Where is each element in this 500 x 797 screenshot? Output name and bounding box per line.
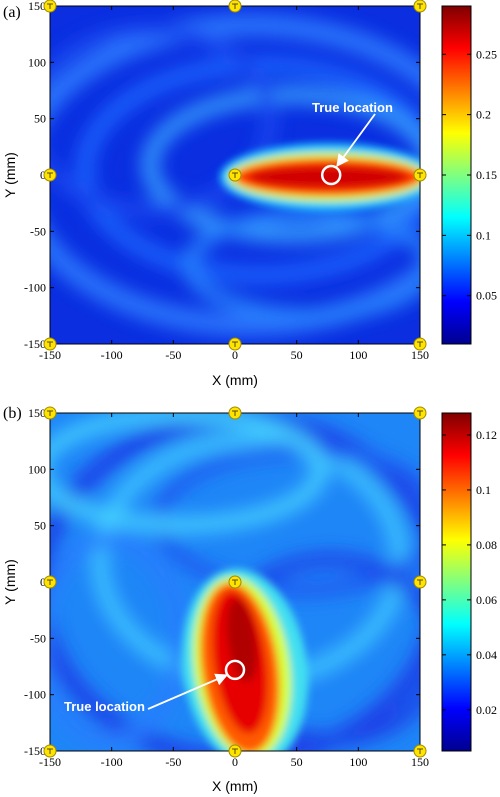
y-tick-label-a: 50 <box>34 112 46 126</box>
x-tick-label-b: 0 <box>232 755 238 769</box>
annotation-text-a: True location <box>312 100 393 115</box>
sensor-marker <box>413 0 427 13</box>
x-tick-label-a: 0 <box>232 348 238 362</box>
colorbar-a <box>441 5 472 345</box>
colorbar-tick-label-b: 0.04 <box>476 648 497 662</box>
sensor-marker <box>228 168 242 182</box>
sensors-b <box>43 406 427 758</box>
colorbar-tick-label-a: 0.25 <box>476 47 497 61</box>
sensor-marker <box>228 0 242 13</box>
x-tick-label-a: -150 <box>39 348 61 362</box>
x-tick-label-b: -50 <box>165 755 181 769</box>
sensor-marker <box>228 337 242 351</box>
y-axis-label-b: Y (mm) <box>2 559 18 605</box>
y-tick-label-b: 0 <box>40 575 46 589</box>
x-axis-label-a: X (mm) <box>212 372 258 388</box>
colorbar-ticks-b: 0.02 0.04 0.06 0.08 0.1 0.12 <box>442 428 497 717</box>
sensor-marker <box>413 575 427 589</box>
colorbar-tick-label-b: 0.12 <box>476 428 497 442</box>
x-tick-label-a: 150 <box>411 348 429 362</box>
panel-a: -150 -100 -50 0 50 100 150 -150 -100 -50 0 50 100 150… <box>2 0 497 388</box>
colorbar-tick-label-b: 0.08 <box>476 538 497 552</box>
colorbar-b <box>441 412 472 752</box>
y-tick-label-a: -150 <box>24 337 46 351</box>
sensor-marker <box>228 575 242 589</box>
panel-label-b: (b) <box>3 405 22 422</box>
y-axis-label-a: Y (mm) <box>2 152 18 198</box>
colorbar-tick-label-b: 0.1 <box>476 483 491 497</box>
y-tick-label-b: -100 <box>24 688 46 702</box>
annotation-arrow-b <box>147 673 229 710</box>
annotation-arrow-a <box>336 113 376 168</box>
y-tick-label-a: -100 <box>24 281 46 295</box>
y-tick-label-a: 150 <box>28 0 46 13</box>
y-tick-label-a: -50 <box>30 224 46 238</box>
y-tick-label-b: -150 <box>24 744 46 758</box>
ticks-a: -150 -100 -50 0 50 100 150 -150 -100 -50 0 50 100 150 <box>24 0 429 362</box>
heatmap-a <box>50 6 420 344</box>
sensor-marker <box>228 406 242 420</box>
x-tick-label-b: -100 <box>101 755 123 769</box>
x-tick-label-a: 50 <box>291 348 303 362</box>
sensor-marker <box>43 744 57 758</box>
sensor-marker <box>43 337 57 351</box>
sensor-marker <box>43 0 57 13</box>
y-tick-label-b: -50 <box>30 631 46 645</box>
colorbar-tick-label-a: 0.15 <box>476 168 497 182</box>
x-tick-label-a: 100 <box>349 348 367 362</box>
sensor-marker <box>43 406 57 420</box>
colorbar-tick-label-b: 0.06 <box>476 593 497 607</box>
true-location-marker-b <box>224 659 246 681</box>
y-tick-label-a: 100 <box>28 55 46 69</box>
sensor-marker <box>413 744 427 758</box>
sensor-marker <box>413 168 427 182</box>
colorbar-tick-label-a: 0.2 <box>476 108 491 122</box>
x-tick-label-b: 150 <box>411 755 429 769</box>
sensor-marker <box>413 406 427 420</box>
ticks-b: -150 -100 -50 0 50 100 150 -150 -100 -50 0 50 100 150 <box>24 406 429 769</box>
heatmap-b <box>50 413 420 751</box>
panel-b: -150 -100 -50 0 50 100 150 -150 -100 -50 0 50 100 150… <box>2 405 497 794</box>
sensors-a <box>43 0 427 351</box>
x-tick-label-b: 100 <box>349 755 367 769</box>
colorbar-tick-label-b: 0.02 <box>476 703 497 717</box>
true-location-marker-a <box>320 164 342 186</box>
colorbar-tick-label-a: 0.1 <box>476 228 491 242</box>
colorbar-tick-label-a: 0.05 <box>476 289 497 303</box>
x-tick-label-b: 50 <box>291 755 303 769</box>
sensor-marker <box>413 337 427 351</box>
sensor-marker <box>43 575 57 589</box>
x-axis-label-b: X (mm) <box>212 778 258 794</box>
panel-label-a: (a) <box>3 4 21 21</box>
y-tick-label-b: 50 <box>34 519 46 533</box>
y-tick-label-a: 0 <box>40 168 46 182</box>
y-tick-label-b: 150 <box>28 406 46 420</box>
y-tick-label-b: 100 <box>28 462 46 476</box>
sensor-marker <box>43 168 57 182</box>
annotation-text-b: True location <box>64 699 145 714</box>
x-tick-label-a: -50 <box>165 348 181 362</box>
x-tick-label-a: -100 <box>101 348 123 362</box>
colorbar-ticks-a: 0.05 0.1 0.15 0.2 0.25 <box>442 47 497 303</box>
x-tick-label-b: -150 <box>39 755 61 769</box>
sensor-marker <box>228 744 242 758</box>
